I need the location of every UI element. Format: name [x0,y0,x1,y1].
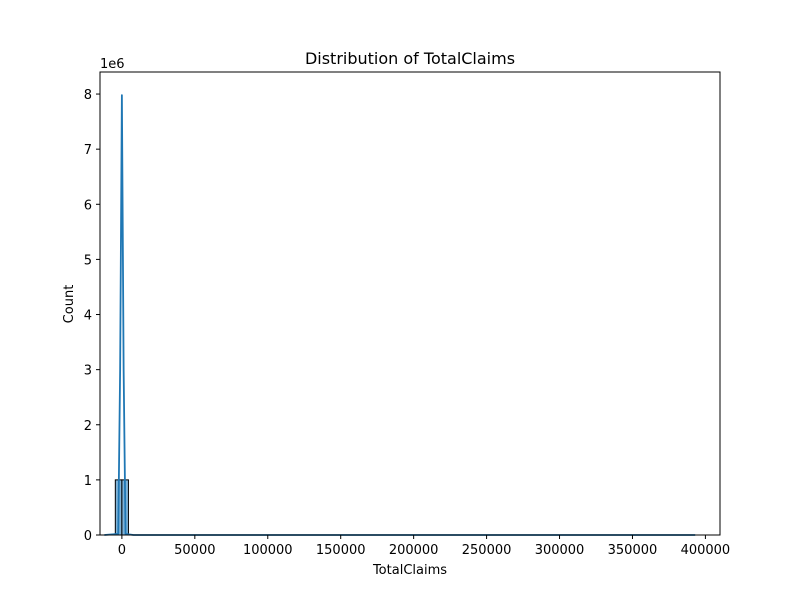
x-axis-label: TotalClaims [372,563,447,578]
chart-title: Distribution of TotalClaims [305,49,515,68]
x-tick-label: 0 [118,543,126,558]
x-tick-label: 100000 [243,543,293,558]
x-tick-label: 350000 [608,543,658,558]
y-tick-label: 7 [84,143,92,158]
x-tick-label: 300000 [535,543,585,558]
kde-line [104,94,696,536]
y-tick-label: 6 [84,198,92,213]
y-offset-text: 1e6 [100,57,125,72]
y-tick-label: 1 [84,474,92,489]
x-tick-label: 200000 [389,543,439,558]
y-axis: 0 1 2 3 4 5 6 7 8 [84,88,100,544]
plot-area [104,94,696,536]
x-tick-label: 250000 [462,543,512,558]
plot-frame [99,71,721,536]
x-axis: 0 50000 100000 150000 200000 250000 300000 3500… [118,535,730,558]
y-tick-label: 4 [84,309,92,324]
y-tick-label: 0 [84,529,92,544]
x-tick-label: 400000 [681,543,731,558]
y-tick-label: 5 [84,253,92,268]
y-tick-label: 2 [84,419,92,434]
y-axis-label: Count [62,285,77,324]
x-tick-label: 50000 [174,543,215,558]
y-tick-label: 3 [84,364,92,379]
y-tick-label: 8 [84,88,92,103]
x-tick-label: 150000 [316,543,366,558]
